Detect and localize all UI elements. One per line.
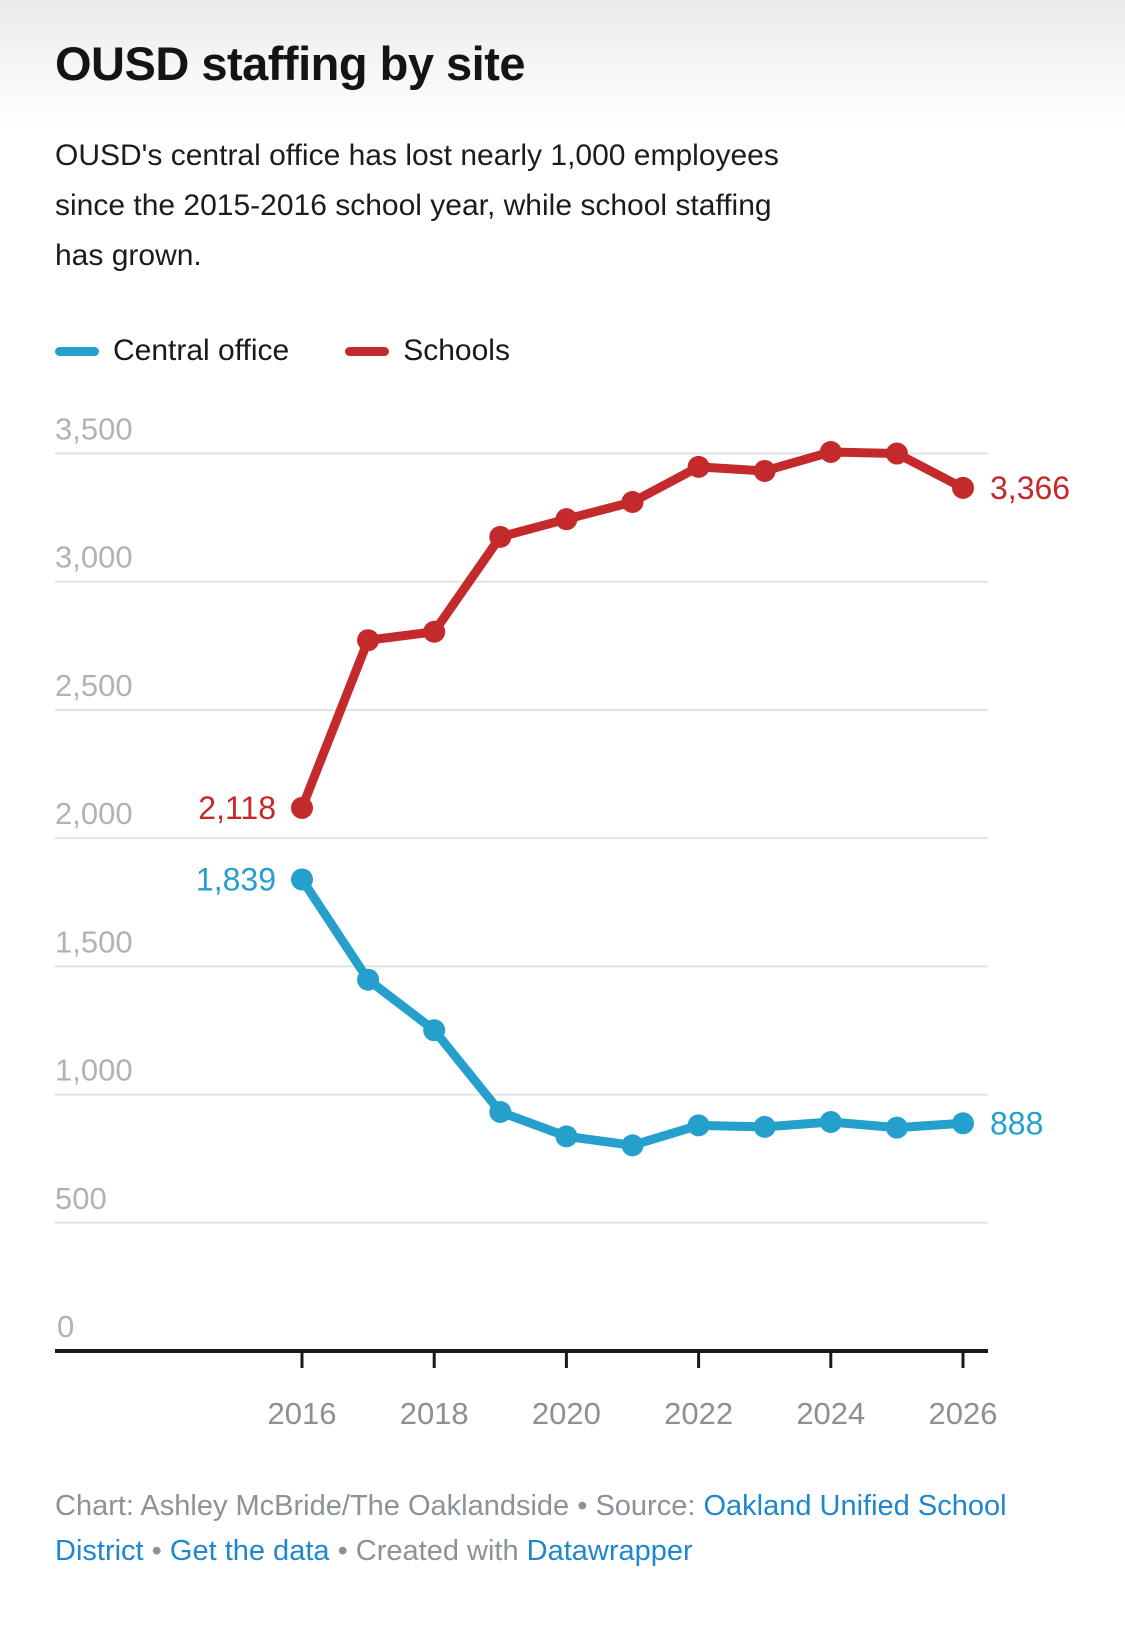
central-office-line: [297, 874, 968, 1150]
value-label-central-office-2026: 888: [990, 1105, 1043, 1141]
y-tick-label: 500: [55, 1181, 107, 1216]
x-tick-label: 2024: [796, 1396, 865, 1431]
central-office-point-2017: [357, 968, 380, 991]
central-office-point-2021: [621, 1134, 644, 1157]
schools-point-2022: [687, 455, 710, 478]
x-tick-label: 2018: [400, 1396, 469, 1431]
schools-point-2019: [489, 525, 512, 548]
schools-point-2017: [357, 629, 380, 652]
central-office-point-2022: [687, 1114, 710, 1137]
footer-link[interactable]: Get the data: [169, 1535, 330, 1567]
central-office-point-2018: [423, 1019, 446, 1042]
legend-item-schools: Schools: [345, 334, 510, 368]
legend-swatch-central-office-icon: [55, 346, 99, 356]
value-label-central-office-2016: 1,839: [196, 861, 276, 897]
footer-attribution: Chart: Ashley McBride/The Oaklandside • …: [55, 1484, 1045, 1574]
value-label-schools-2026: 3,366: [990, 470, 1070, 506]
x-tick-label: 2022: [664, 1396, 733, 1431]
y-axis-labels: 0 500 1,000 1,500 2,000 2,500 3,000 3,500: [55, 412, 133, 1344]
x-tick-label: 2020: [532, 1396, 601, 1431]
series-schools: [291, 440, 974, 819]
subtitle-line: has grown.: [55, 239, 202, 272]
value-label-schools-2016: 2,118: [198, 790, 276, 826]
footer-text: • Created with: [329, 1535, 527, 1567]
legend: Central office Schools: [55, 334, 510, 368]
footer-text: Chart: Ashley McBride/The Oaklandside • …: [55, 1490, 704, 1522]
subtitle-line: OUSD's central office has lost nearly 1,…: [55, 139, 779, 172]
y-tick-label: 2,500: [55, 668, 133, 703]
footer-text: •: [143, 1535, 170, 1567]
y-tick-label: 1,500: [55, 924, 133, 959]
series-central-office: [291, 868, 974, 1157]
value-labels: 2,118 1,839 3,366 888: [196, 470, 1070, 1141]
page-title: OUSD staffing by site: [55, 37, 526, 90]
central-office-point-2019: [489, 1101, 512, 1124]
legend-swatch-schools-icon: [345, 346, 390, 356]
schools-point-2021: [621, 490, 644, 513]
central-office-point-2023: [753, 1115, 776, 1138]
y-tick-label: 2,000: [55, 796, 133, 831]
central-office-point-2020: [555, 1125, 578, 1148]
y-tick-label: 3,000: [55, 540, 133, 575]
schools-point-2018: [423, 620, 446, 643]
schools-point-2025: [885, 442, 908, 465]
central-office-point-2024: [819, 1111, 842, 1134]
schools-point-2016: [291, 796, 313, 819]
y-tick-label: 1,000: [55, 1053, 133, 1088]
y-tick-label: 0: [57, 1309, 74, 1344]
legend-item-central-office: Central office: [55, 334, 289, 368]
x-axis-labels: 2016 2018 2020 2022 2024 2026: [268, 1396, 998, 1431]
legend-label-schools: Schools: [403, 334, 510, 367]
subtitle-line: since the 2015-2016 school year, while s…: [55, 189, 772, 222]
chart-subtitle: OUSD's central office has lost nearly 1,…: [55, 131, 1075, 281]
schools-point-2023: [753, 459, 776, 482]
gridlines: [55, 452, 988, 1224]
x-tick-label: 2016: [268, 1396, 337, 1431]
x-tick-label: 2026: [929, 1396, 998, 1431]
schools-point-2020: [555, 508, 578, 531]
central-office-point-2016: [291, 868, 313, 891]
schools-point-2024: [819, 440, 842, 463]
central-office-point-2025: [885, 1116, 908, 1139]
y-tick-label: 3,500: [55, 412, 133, 447]
footer-link[interactable]: Oakland Unified School District: [55, 1490, 1007, 1567]
footer-link[interactable]: Datawrapper: [526, 1535, 693, 1567]
x-axis: [55, 1349, 988, 1368]
central-office-point-2026: [952, 1112, 974, 1135]
schools-point-2026: [952, 476, 974, 499]
legend-label-central-office: Central office: [113, 334, 290, 367]
